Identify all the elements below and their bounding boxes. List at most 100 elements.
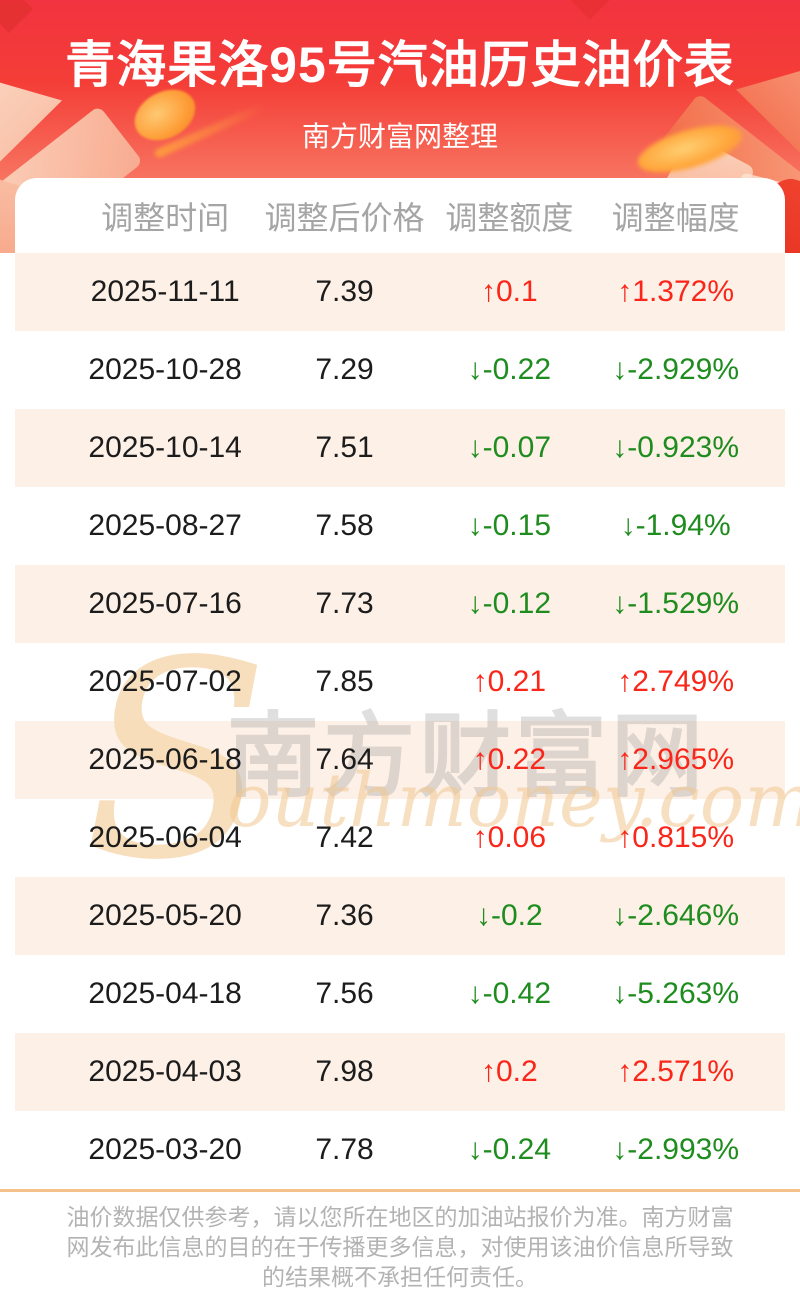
up-arrow-icon: ↑ — [472, 665, 488, 698]
cell-change-value: -0.12 — [482, 587, 552, 620]
cell-change: ↓-0.42 — [468, 977, 551, 1011]
page-subtitle: 南方财富网整理 — [301, 121, 498, 152]
up-arrow-icon: ↑ — [617, 743, 633, 776]
down-arrow-icon: ↓ — [612, 1133, 628, 1166]
up-arrow-icon: ↑ — [480, 1055, 496, 1088]
down-arrow-icon: ↓ — [467, 353, 483, 386]
up-arrow-icon: ↑ — [480, 275, 496, 308]
cell-change-pct: ↑0.815% — [617, 821, 734, 855]
up-arrow-icon: ↑ — [472, 821, 488, 854]
down-arrow-icon: ↓ — [467, 1133, 483, 1166]
cell-change: ↓-0.22 — [468, 353, 551, 387]
cell-change-value: 0.2 — [495, 1055, 538, 1088]
price-table-card: 调整时间 调整后价格 调整额度 调整幅度 2025-11-11 7.39 ↑0.1 ↑… — [15, 178, 800, 1189]
cell-change-pct-value: -0.923% — [627, 431, 740, 464]
cell-change-value: -0.15 — [482, 509, 552, 542]
cell-price: 7.36 — [315, 899, 374, 932]
table-row: 2025-08-27 7.58 ↓-0.15 ↓-1.94% — [15, 487, 785, 565]
table-row: 2025-07-16 7.73 ↓-0.12 ↓-1.529% — [15, 565, 785, 643]
cell-date: 2025-04-03 — [88, 1055, 242, 1088]
column-header-change: 调整额度 — [445, 199, 574, 236]
down-arrow-icon: ↓ — [475, 899, 491, 932]
disclaimer-footer: 油价数据仅供参考，请以您所在地区的加油站报价为准。南方财富网发布此信息的目的在于… — [0, 1189, 800, 1292]
column-header-date: 调整时间 — [101, 199, 230, 236]
down-arrow-icon: ↓ — [467, 587, 483, 620]
cell-date: 2025-10-28 — [88, 353, 242, 386]
cell-change: ↑0.2 — [481, 1055, 538, 1089]
cell-change-pct-value: -1.529% — [627, 587, 740, 620]
cell-date: 2025-03-20 — [88, 1133, 242, 1166]
cell-change: ↓-0.15 — [468, 509, 551, 543]
cell-price: 7.64 — [315, 743, 374, 776]
down-arrow-icon: ↓ — [467, 509, 483, 542]
page-title: 青海果洛95号汽油历史油价表 — [65, 37, 735, 93]
cell-price: 7.58 — [315, 509, 374, 542]
cell-price: 7.29 — [315, 353, 374, 386]
cell-change-value: -0.2 — [490, 899, 543, 932]
cell-change-value: 0.22 — [487, 743, 547, 776]
cell-change-value: 0.1 — [495, 275, 538, 308]
cell-price: 7.42 — [315, 821, 374, 854]
cell-change-pct-value: -2.993% — [627, 1133, 740, 1166]
cell-change-pct: ↓-2.646% — [612, 899, 739, 933]
cell-change-pct: ↓-0.923% — [612, 431, 739, 465]
cell-change: ↓-0.2 — [476, 899, 543, 933]
cell-change-pct: ↑2.571% — [617, 1055, 734, 1089]
table-row: 2025-03-20 7.78 ↓-0.24 ↓-2.993% — [15, 1111, 785, 1189]
down-arrow-icon: ↓ — [612, 899, 628, 932]
down-arrow-icon: ↓ — [467, 977, 483, 1010]
cell-date: 2025-10-14 — [88, 431, 242, 464]
cell-change-pct: ↓-2.993% — [612, 1133, 739, 1167]
cell-change-value: 0.06 — [487, 821, 547, 854]
up-arrow-icon: ↑ — [617, 275, 633, 308]
cell-change-pct: ↑2.749% — [617, 665, 734, 699]
down-arrow-icon: ↓ — [612, 587, 628, 620]
up-arrow-icon: ↑ — [617, 1055, 633, 1088]
cell-date: 2025-07-02 — [88, 665, 242, 698]
up-arrow-icon: ↑ — [472, 743, 488, 776]
down-arrow-icon: ↓ — [612, 977, 628, 1010]
cell-change-pct: ↓-1.94% — [621, 509, 731, 543]
down-arrow-icon: ↓ — [467, 431, 483, 464]
table-body: 2025-11-11 7.39 ↑0.1 ↑1.372% 2025-10-28 7.29 ↓… — [15, 253, 785, 1189]
cell-price: 7.56 — [315, 977, 374, 1010]
cell-change-pct-value: 1.372% — [632, 275, 735, 308]
cell-change-pct-value: -2.929% — [627, 353, 740, 386]
cell-date: 2025-07-16 — [88, 587, 242, 620]
table-row: 2025-06-04 7.42 ↑0.06 ↑0.815% — [15, 799, 785, 877]
cell-price: 7.78 — [315, 1133, 374, 1166]
cell-date: 2025-06-18 — [88, 743, 242, 776]
column-header-pct: 调整幅度 — [611, 199, 740, 236]
cell-change-pct-value: 2.749% — [632, 665, 735, 698]
cell-change-value: -0.22 — [482, 353, 552, 386]
cell-change-pct-value: 0.815% — [632, 821, 735, 854]
cell-price: 7.73 — [315, 587, 374, 620]
cell-change: ↓-0.07 — [468, 431, 551, 465]
cell-date: 2025-08-27 — [88, 509, 242, 542]
cell-change-pct-value: -1.94% — [635, 509, 731, 542]
cell-change-pct-value: -2.646% — [627, 899, 740, 932]
cell-price: 7.39 — [315, 275, 374, 308]
cell-price: 7.85 — [315, 665, 374, 698]
cell-date: 2025-05-20 — [88, 899, 242, 932]
table-row: 2025-10-28 7.29 ↓-0.22 ↓-2.929% — [15, 331, 785, 409]
table-row: 2025-07-02 7.85 ↑0.21 ↑2.749% — [15, 643, 785, 721]
cell-change-pct: ↓-1.529% — [612, 587, 739, 621]
table-row: 2025-05-20 7.36 ↓-0.2 ↓-2.646% — [15, 877, 785, 955]
cell-date: 2025-04-18 — [88, 977, 242, 1010]
cell-change-pct: ↓-5.263% — [612, 977, 739, 1011]
cell-change: ↓-0.24 — [468, 1133, 551, 1167]
table-row: 2025-06-18 7.64 ↑0.22 ↑2.965% — [15, 721, 785, 799]
table-row: 2025-04-18 7.56 ↓-0.42 ↓-5.263% — [15, 955, 785, 1033]
cell-change-value: 0.21 — [487, 665, 547, 698]
cell-price: 7.51 — [315, 431, 374, 464]
down-arrow-icon: ↓ — [620, 509, 636, 542]
down-arrow-icon: ↓ — [612, 353, 628, 386]
cell-change-pct: ↑1.372% — [617, 275, 734, 309]
table-row: 2025-04-03 7.98 ↑0.2 ↑2.571% — [15, 1033, 785, 1111]
down-arrow-icon: ↓ — [612, 431, 628, 464]
table-row: 2025-11-11 7.39 ↑0.1 ↑1.372% — [15, 253, 785, 331]
table-row: 2025-10-14 7.51 ↓-0.07 ↓-0.923% — [15, 409, 785, 487]
table-header-row: 调整时间 调整后价格 调整额度 调整幅度 — [15, 178, 785, 253]
cell-change: ↑0.21 — [473, 665, 546, 699]
